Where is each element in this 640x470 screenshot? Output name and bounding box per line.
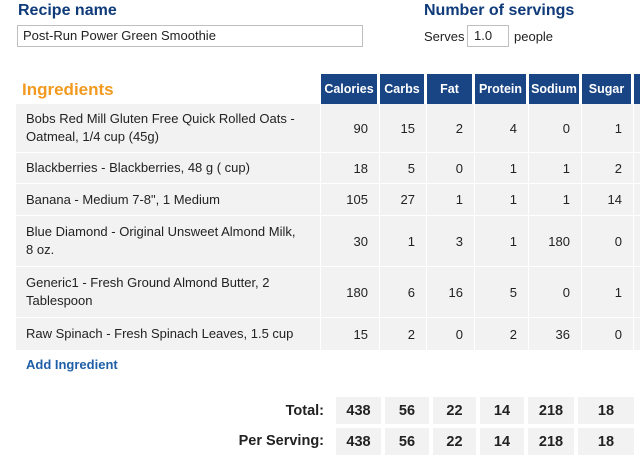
per-serving-sodium: 218 xyxy=(528,428,574,455)
sodium-value: 1 xyxy=(562,192,570,207)
column-divider xyxy=(426,104,427,350)
column-divider xyxy=(474,104,475,350)
carbs-value: 1 xyxy=(407,233,415,249)
protein-value: 1 xyxy=(509,233,517,249)
ingredient-row: Generic1 - Fresh Ground Almond Butter, 2… xyxy=(16,267,640,318)
column-header-fat: Fat xyxy=(427,74,472,104)
total-calories: 438 xyxy=(336,397,381,424)
carbs-value: 2 xyxy=(407,326,415,342)
carbs-value: 6 xyxy=(407,284,415,300)
per-serving-protein: 14 xyxy=(480,428,524,455)
carbs-value: 27 xyxy=(400,192,415,207)
per-serving-calories: 438 xyxy=(336,428,381,455)
calories-value: 90 xyxy=(353,120,368,136)
sugar-value: 1 xyxy=(614,120,622,136)
ingredient-row: Blue Diamond - Original Unsweet Almond M… xyxy=(16,216,640,267)
column-header-overflow xyxy=(634,74,640,104)
column-divider xyxy=(528,104,529,350)
people-label: people xyxy=(514,29,554,44)
protein-value: 2 xyxy=(509,326,517,342)
column-header-protein: Protein xyxy=(475,74,526,104)
calories-value: 18 xyxy=(353,160,368,176)
total-fat: 22 xyxy=(433,397,476,424)
ingredients-title: Ingredients xyxy=(22,80,114,99)
column-divider xyxy=(379,104,380,350)
ingredient-row: Banana - Medium 7-8", 1 Medium 105 27 1 … xyxy=(16,184,640,216)
ingredient-name: Generic1 - Fresh Ground Almond Butter, 2… xyxy=(26,275,270,308)
sugar-value: 0 xyxy=(614,233,622,249)
calories-value: 105 xyxy=(346,192,368,207)
protein-value: 1 xyxy=(509,192,517,207)
fat-value: 2 xyxy=(455,120,463,136)
protein-value: 5 xyxy=(509,284,517,300)
column-header-sodium: Sodium xyxy=(529,74,579,104)
column-divider xyxy=(581,104,582,350)
ingredient-name: Blue Diamond - Original Unsweet Almond M… xyxy=(26,224,296,257)
total-sodium: 218 xyxy=(528,397,574,424)
ingredient-name: Raw Spinach - Fresh Spinach Leaves, 1.5 … xyxy=(26,326,294,341)
sodium-value: 0 xyxy=(562,284,570,300)
carbs-value: 15 xyxy=(400,120,415,136)
fat-value: 3 xyxy=(455,233,463,249)
ingredient-name: Blackberries - Blackberries, 48 g ( cup) xyxy=(26,160,250,175)
servings-label: Number of servings xyxy=(424,2,575,19)
column-header-sugar: Sugar xyxy=(582,74,631,104)
column-divider xyxy=(320,104,321,350)
column-header-calories: Calories xyxy=(321,74,377,104)
per-serving-carbs: 56 xyxy=(385,428,429,455)
column-divider xyxy=(633,104,634,350)
serves-label: Serves xyxy=(424,29,465,44)
fat-value: 1 xyxy=(455,192,463,207)
protein-value: 4 xyxy=(509,120,517,136)
total-carbs: 56 xyxy=(385,397,429,424)
total-sugar: 18 xyxy=(578,397,634,424)
per-serving-fat: 22 xyxy=(433,428,476,455)
ingredient-name: Banana - Medium 7-8", 1 Medium xyxy=(26,191,220,207)
total-protein: 14 xyxy=(480,397,524,424)
calories-value: 30 xyxy=(353,233,368,249)
sodium-value: 36 xyxy=(555,326,570,342)
protein-value: 1 xyxy=(509,160,517,176)
calories-value: 15 xyxy=(353,326,368,342)
column-header-carbs: Carbs xyxy=(380,74,424,104)
sodium-value: 180 xyxy=(548,233,570,249)
sodium-value: 0 xyxy=(562,120,570,136)
sodium-value: 1 xyxy=(562,160,570,176)
total-label: Total: xyxy=(285,403,324,419)
ingredient-row: Raw Spinach - Fresh Spinach Leaves, 1.5 … xyxy=(16,318,640,351)
ingredient-row: Blackberries - Blackberries, 48 g ( cup)… xyxy=(16,153,640,184)
per-serving-label: Per Serving: xyxy=(238,433,324,449)
sugar-value: 0 xyxy=(614,326,622,342)
calories-value: 180 xyxy=(346,284,368,300)
fat-value: 0 xyxy=(455,326,463,342)
carbs-value: 5 xyxy=(407,160,415,176)
recipe-name-label: Recipe name xyxy=(18,2,117,19)
sugar-value: 1 xyxy=(614,284,622,300)
ingredient-name: Bobs Red Mill Gluten Free Quick Rolled O… xyxy=(26,111,295,144)
recipe-name-input[interactable]: Post-Run Power Green Smoothie xyxy=(17,25,363,47)
fat-value: 0 xyxy=(455,160,463,176)
add-ingredient-link[interactable]: Add Ingredient xyxy=(26,357,118,372)
fat-value: 16 xyxy=(448,284,463,300)
servings-input[interactable]: 1.0 xyxy=(467,25,509,47)
ingredient-row: Bobs Red Mill Gluten Free Quick Rolled O… xyxy=(16,104,640,153)
sugar-value: 2 xyxy=(614,160,622,176)
sugar-value: 14 xyxy=(607,192,622,207)
per-serving-sugar: 18 xyxy=(578,428,634,455)
